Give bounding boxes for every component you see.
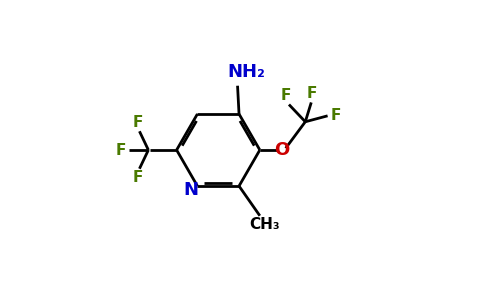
Text: F: F xyxy=(331,108,341,123)
Text: F: F xyxy=(281,88,291,103)
Text: F: F xyxy=(307,86,317,101)
Text: NH₂: NH₂ xyxy=(227,63,265,81)
Text: CH₃: CH₃ xyxy=(249,217,280,232)
Text: O: O xyxy=(274,141,290,159)
Text: N: N xyxy=(183,181,198,199)
Text: F: F xyxy=(133,115,143,130)
Text: F: F xyxy=(116,142,126,158)
Text: F: F xyxy=(133,170,143,185)
